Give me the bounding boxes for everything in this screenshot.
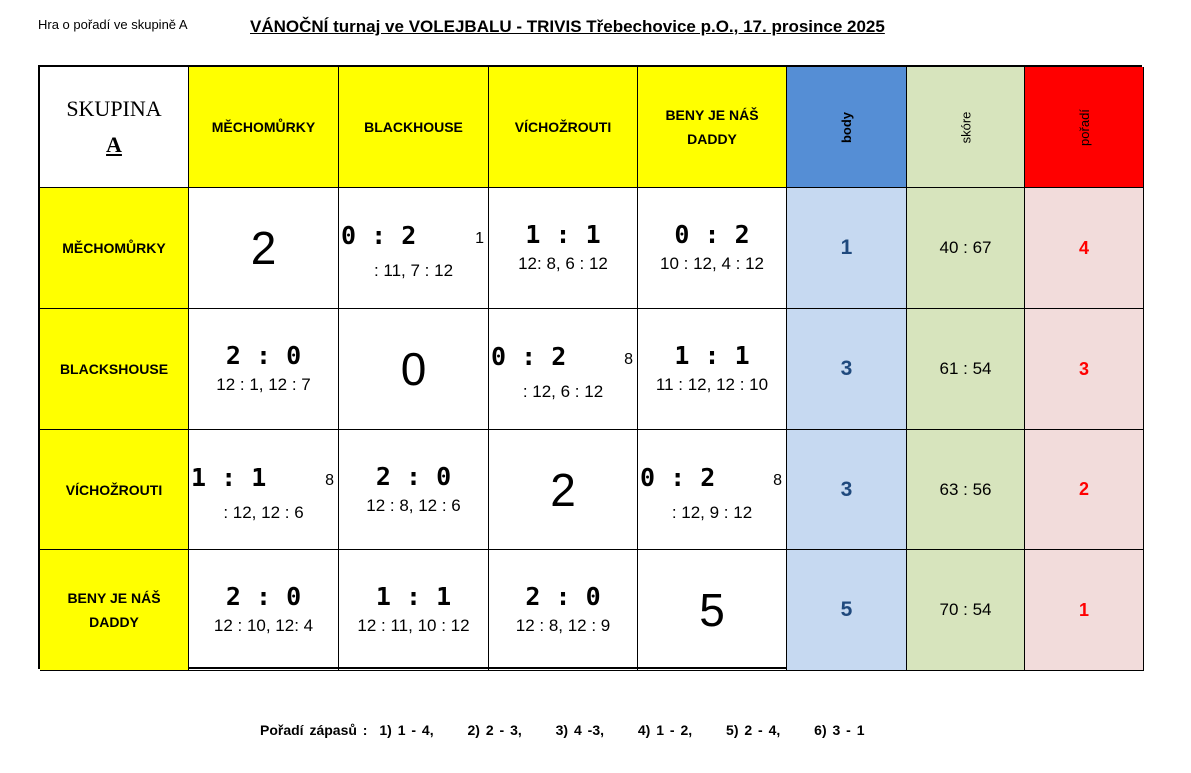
- match-points: 12: 8, 6 : 12: [518, 254, 608, 273]
- group-letter: A: [106, 132, 122, 157]
- body-value: 5: [787, 550, 907, 671]
- score-value: 40 : 67: [907, 188, 1025, 309]
- match-order-label: Pořadí zápasů :: [260, 722, 368, 738]
- match-points: : 12, 9 : 12: [671, 503, 753, 522]
- rank-label: pořadí: [1076, 108, 1092, 146]
- body-value: 3: [787, 309, 907, 430]
- match-sets: 1 : 1: [375, 582, 452, 611]
- rank-value: 4: [1025, 188, 1144, 309]
- col-header-team-4: BENY JE NÁŠ DADDY: [638, 67, 787, 188]
- diagonal-cell: 0: [339, 309, 489, 430]
- match-order-item: 1) 1 - 4,: [379, 722, 434, 738]
- match-sets: 1 : 1: [525, 220, 601, 249]
- match-result-cell: 2 : 0 12 : 10, 12: 4: [189, 550, 339, 671]
- col-header-team-1: MĚCHOMŮRKY: [189, 67, 339, 188]
- results-table: SKUPINA A MĚCHOMŮRKY BLACKHOUSE VÍCHOŽROU…: [38, 65, 1144, 671]
- match-order-item: 3) 4 -3,: [555, 722, 604, 738]
- match-points: 12 : 1, 12 : 7: [216, 375, 311, 394]
- page-title: VÁNOČNÍ turnaj ve VOLEJBALU - TRIVIS Tře…: [250, 17, 885, 36]
- match-points: : 12, 6 : 12: [522, 382, 604, 401]
- match-sets: 2 : 0: [225, 341, 302, 370]
- match-result-cell: 2 : 0 12 : 8, 12 : 6: [339, 430, 489, 550]
- row-header-team: MĚCHOMŮRKY: [40, 188, 189, 309]
- match-points: 12 : 8, 12 : 9: [515, 616, 611, 635]
- match-result-cell: 0 : 2 8 : 12, 6 : 12: [489, 309, 638, 430]
- match-order-item: 5) 2 - 4,: [726, 722, 781, 738]
- overflow-text: 1: [475, 230, 484, 247]
- match-points: 12 : 10, 12: 4: [213, 616, 314, 635]
- col-header-team-3: VÍCHOŽROUTI: [489, 67, 638, 188]
- row-header-team: VÍCHOŽROUTI: [40, 430, 189, 550]
- match-sets: 0 : 2: [341, 221, 417, 250]
- rank-value: 2: [1025, 430, 1144, 550]
- match-order: Pořadí zápasů : 1) 1 - 4, 2) 2 - 3, 3) 4…: [260, 722, 893, 738]
- match-order-item: 4) 1 - 2,: [637, 722, 693, 738]
- rank-value: 3: [1025, 309, 1144, 430]
- match-sets: 1 : 1: [191, 463, 267, 492]
- match-points: : 11, 7 : 12: [373, 261, 454, 280]
- match-sets: 0 : 2: [640, 463, 716, 492]
- match-result-cell: 2 : 0 12 : 1, 12 : 7: [189, 309, 339, 430]
- overflow-text: 8: [325, 472, 334, 489]
- match-points: : 12, 12 : 6: [223, 503, 304, 522]
- overflow-text: 8: [624, 351, 633, 368]
- score-value: 70 : 54: [907, 550, 1025, 671]
- diagonal-cell: 2: [189, 188, 339, 309]
- match-result-cell: 0 : 2 8 : 12, 9 : 12: [638, 430, 787, 550]
- group-subtitle: Hra o pořadí ve skupině A: [38, 17, 188, 32]
- score-value: 63 : 56: [907, 430, 1025, 550]
- col-header-score: skóre: [907, 67, 1025, 188]
- match-points: 10 : 12, 4 : 12: [660, 254, 764, 273]
- match-sets: 2 : 0: [225, 582, 302, 611]
- match-result-cell: 1 : 1 8 : 12, 12 : 6: [189, 430, 339, 550]
- col-header-rank: pořadí: [1025, 67, 1144, 188]
- col-header-team-4-text: BENY JE NÁŠ DADDY: [665, 107, 759, 147]
- match-result-cell: 1 : 1 12: 8, 6 : 12: [489, 188, 638, 309]
- row-team-name: VÍCHOŽROUTI: [65, 481, 163, 498]
- body-label: body: [839, 111, 854, 143]
- row-team-name: BLACKSHOUSE: [59, 361, 169, 377]
- overflow-text: 8: [773, 472, 782, 489]
- group-label-text: SKUPINA: [66, 96, 162, 121]
- col-header-body: body: [787, 67, 907, 188]
- diagonal-cell: 5: [638, 550, 787, 671]
- col-header-team-2: BLACKHOUSE: [339, 67, 489, 188]
- match-sets: 2 : 0: [525, 582, 601, 611]
- row-header-team: BENY JE NÁŠ DADDY: [40, 550, 189, 671]
- row-team-name: BENY JE NÁŠ DADDY: [67, 590, 161, 630]
- match-points: 12 : 11, 10 : 12: [357, 616, 470, 635]
- score-value: 61 : 54: [907, 309, 1025, 430]
- body-value: 3: [787, 430, 907, 550]
- match-sets: 2 : 0: [375, 461, 452, 491]
- body-value: 1: [787, 188, 907, 309]
- match-result-cell: 1 : 1 12 : 11, 10 : 12: [339, 550, 489, 671]
- match-points: 11 : 12, 12 : 10: [655, 375, 769, 394]
- match-result-cell: 1 : 1 11 : 12, 12 : 10: [638, 309, 787, 430]
- row-team-name: MĚCHOMŮRKY: [62, 240, 166, 256]
- match-order-item: 2) 2 - 3,: [467, 722, 522, 738]
- match-result-cell: 0 : 2 1 : 11, 7 : 12: [339, 188, 489, 309]
- diagonal-cell: 2: [489, 430, 638, 550]
- match-sets: 0 : 2: [674, 220, 750, 249]
- row-header-team: BLACKSHOUSE: [40, 309, 189, 430]
- match-sets: 0 : 2: [491, 342, 567, 371]
- match-result-cell: 0 : 2 10 : 12, 4 : 12: [638, 188, 787, 309]
- match-points: 12 : 8, 12 : 6: [366, 495, 461, 515]
- rank-value: 1: [1025, 550, 1144, 671]
- match-result-cell: 2 : 0 12 : 8, 12 : 9: [489, 550, 638, 671]
- match-order-item: 6) 3 - 1: [814, 722, 865, 738]
- match-sets: 1 : 1: [674, 341, 750, 370]
- score-label: skóre: [957, 111, 973, 143]
- group-label: SKUPINA A: [40, 67, 189, 188]
